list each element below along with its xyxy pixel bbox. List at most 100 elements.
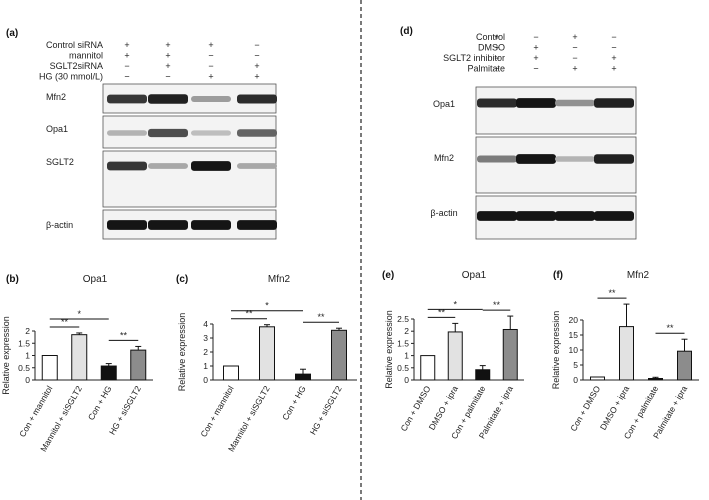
bar bbox=[677, 350, 692, 381]
y-axis-label: Relative expression bbox=[1, 316, 11, 395]
panel-label-b: (b) bbox=[6, 274, 19, 285]
blot-band bbox=[594, 211, 634, 221]
bar bbox=[223, 365, 239, 381]
blot-band bbox=[477, 155, 517, 163]
condition-sign: − bbox=[124, 61, 129, 71]
condition-sign: − bbox=[208, 61, 213, 71]
bar bbox=[447, 331, 463, 381]
blot-band bbox=[237, 163, 277, 169]
condition-sign: + bbox=[611, 64, 616, 74]
blot-band bbox=[148, 128, 188, 138]
panel-label-c: (c) bbox=[176, 274, 188, 285]
y-tick-label: 20 bbox=[569, 315, 579, 325]
condition-sign: − bbox=[572, 43, 577, 53]
condition-label: DMSO bbox=[478, 43, 505, 53]
significance-marker: ** bbox=[245, 309, 253, 319]
panel-label-a: (a) bbox=[6, 28, 18, 39]
condition-sign: − bbox=[494, 53, 499, 63]
blot-name: Mfn2 bbox=[46, 92, 66, 102]
condition-sign: + bbox=[208, 40, 213, 50]
bar bbox=[71, 334, 88, 381]
blot-name: Opa1 bbox=[433, 99, 455, 109]
blot-frame bbox=[475, 136, 637, 194]
y-tick-label: 0.5 bbox=[397, 363, 409, 373]
condition-sign: − bbox=[611, 43, 616, 53]
blot-band bbox=[148, 220, 188, 230]
condition-label: SGLT2siRNA bbox=[50, 61, 103, 71]
condition-sign: + bbox=[611, 53, 616, 63]
condition-sign: + bbox=[165, 40, 170, 50]
y-tick-label: 2 bbox=[25, 326, 30, 336]
chart-title: Opa1 bbox=[462, 270, 487, 281]
condition-sign: − bbox=[124, 72, 129, 82]
condition-sign: − bbox=[572, 53, 577, 63]
bar bbox=[590, 376, 605, 381]
blot-band bbox=[516, 98, 556, 108]
condition-sign: − bbox=[208, 51, 213, 61]
category-label: HG + siSGLT2 bbox=[107, 384, 143, 437]
bar bbox=[295, 373, 311, 381]
bar bbox=[331, 329, 347, 381]
condition-sign: + bbox=[572, 32, 577, 42]
significance-marker: ** bbox=[493, 300, 501, 310]
blot-band bbox=[191, 130, 231, 136]
panel-label-f: (f) bbox=[553, 270, 563, 281]
bar bbox=[475, 369, 491, 381]
blot-band bbox=[516, 154, 556, 164]
significance-marker: ** bbox=[317, 312, 325, 322]
bar bbox=[648, 378, 663, 381]
panel-label-e: (e) bbox=[382, 270, 394, 281]
blot-panel-d: (d) Control+ − + −DMSO+ + − −SGLT2 inhibitor− + −… bbox=[400, 26, 637, 240]
chart-f: (f) Mfn2 0 5 10 15 20 Relative expression Con + … bbox=[551, 270, 699, 441]
blot-band bbox=[107, 161, 147, 171]
bar bbox=[420, 355, 436, 381]
y-tick-label: 5 bbox=[573, 360, 578, 370]
category-label: Con + HG bbox=[86, 384, 114, 422]
blot-band bbox=[148, 163, 188, 169]
significance-marker: * bbox=[453, 299, 457, 309]
blot-name: β-actin bbox=[430, 208, 457, 218]
condition-sign: − bbox=[165, 72, 170, 82]
category-label: HG + siSGLT2 bbox=[308, 384, 344, 437]
blot-band bbox=[555, 156, 595, 162]
condition-sign: + bbox=[572, 64, 577, 74]
condition-sign: + bbox=[533, 43, 538, 53]
y-tick-label: 1.5 bbox=[397, 338, 409, 348]
significance-marker: ** bbox=[608, 288, 616, 298]
y-tick-label: 3 bbox=[203, 333, 208, 343]
y-tick-label: 0.5 bbox=[18, 363, 30, 373]
condition-sign: + bbox=[124, 51, 129, 61]
bar bbox=[259, 326, 275, 381]
condition-sign: + bbox=[124, 40, 129, 50]
bar bbox=[130, 349, 147, 381]
condition-label: HG (30 mmol/L) bbox=[39, 72, 103, 82]
blot-band bbox=[516, 211, 556, 221]
blot-name: SGLT2 bbox=[46, 157, 74, 167]
condition-sign: − bbox=[494, 64, 499, 74]
bar bbox=[41, 355, 58, 381]
bar bbox=[619, 326, 634, 381]
condition-sign: + bbox=[165, 61, 170, 71]
condition-sign: + bbox=[533, 53, 538, 63]
blot-band bbox=[477, 211, 517, 221]
condition-sign: + bbox=[494, 32, 499, 42]
y-tick-label: 2 bbox=[203, 347, 208, 357]
condition-sign: − bbox=[254, 40, 259, 50]
y-axis-label: Relative expression bbox=[551, 311, 561, 390]
chart-c: (c) Mfn2 0 1 2 3 4 Relative expression Con + man… bbox=[176, 274, 357, 453]
chart-title: Mfn2 bbox=[268, 274, 291, 285]
blot-band bbox=[191, 161, 231, 171]
blot-band bbox=[555, 99, 595, 107]
panel-label-d: (d) bbox=[400, 26, 413, 37]
y-tick-label: 0 bbox=[404, 375, 409, 385]
y-tick-label: 10 bbox=[569, 345, 579, 355]
significance-marker: ** bbox=[666, 323, 674, 333]
y-tick-label: 1 bbox=[404, 351, 409, 361]
condition-label: mannitol bbox=[69, 51, 103, 61]
blot-band bbox=[237, 220, 277, 230]
category-label: Con + HG bbox=[280, 384, 308, 422]
category-label: Mannitol + siSGLT2 bbox=[226, 384, 272, 454]
significance-marker: ** bbox=[438, 307, 446, 317]
condition-sign: + bbox=[254, 72, 259, 82]
